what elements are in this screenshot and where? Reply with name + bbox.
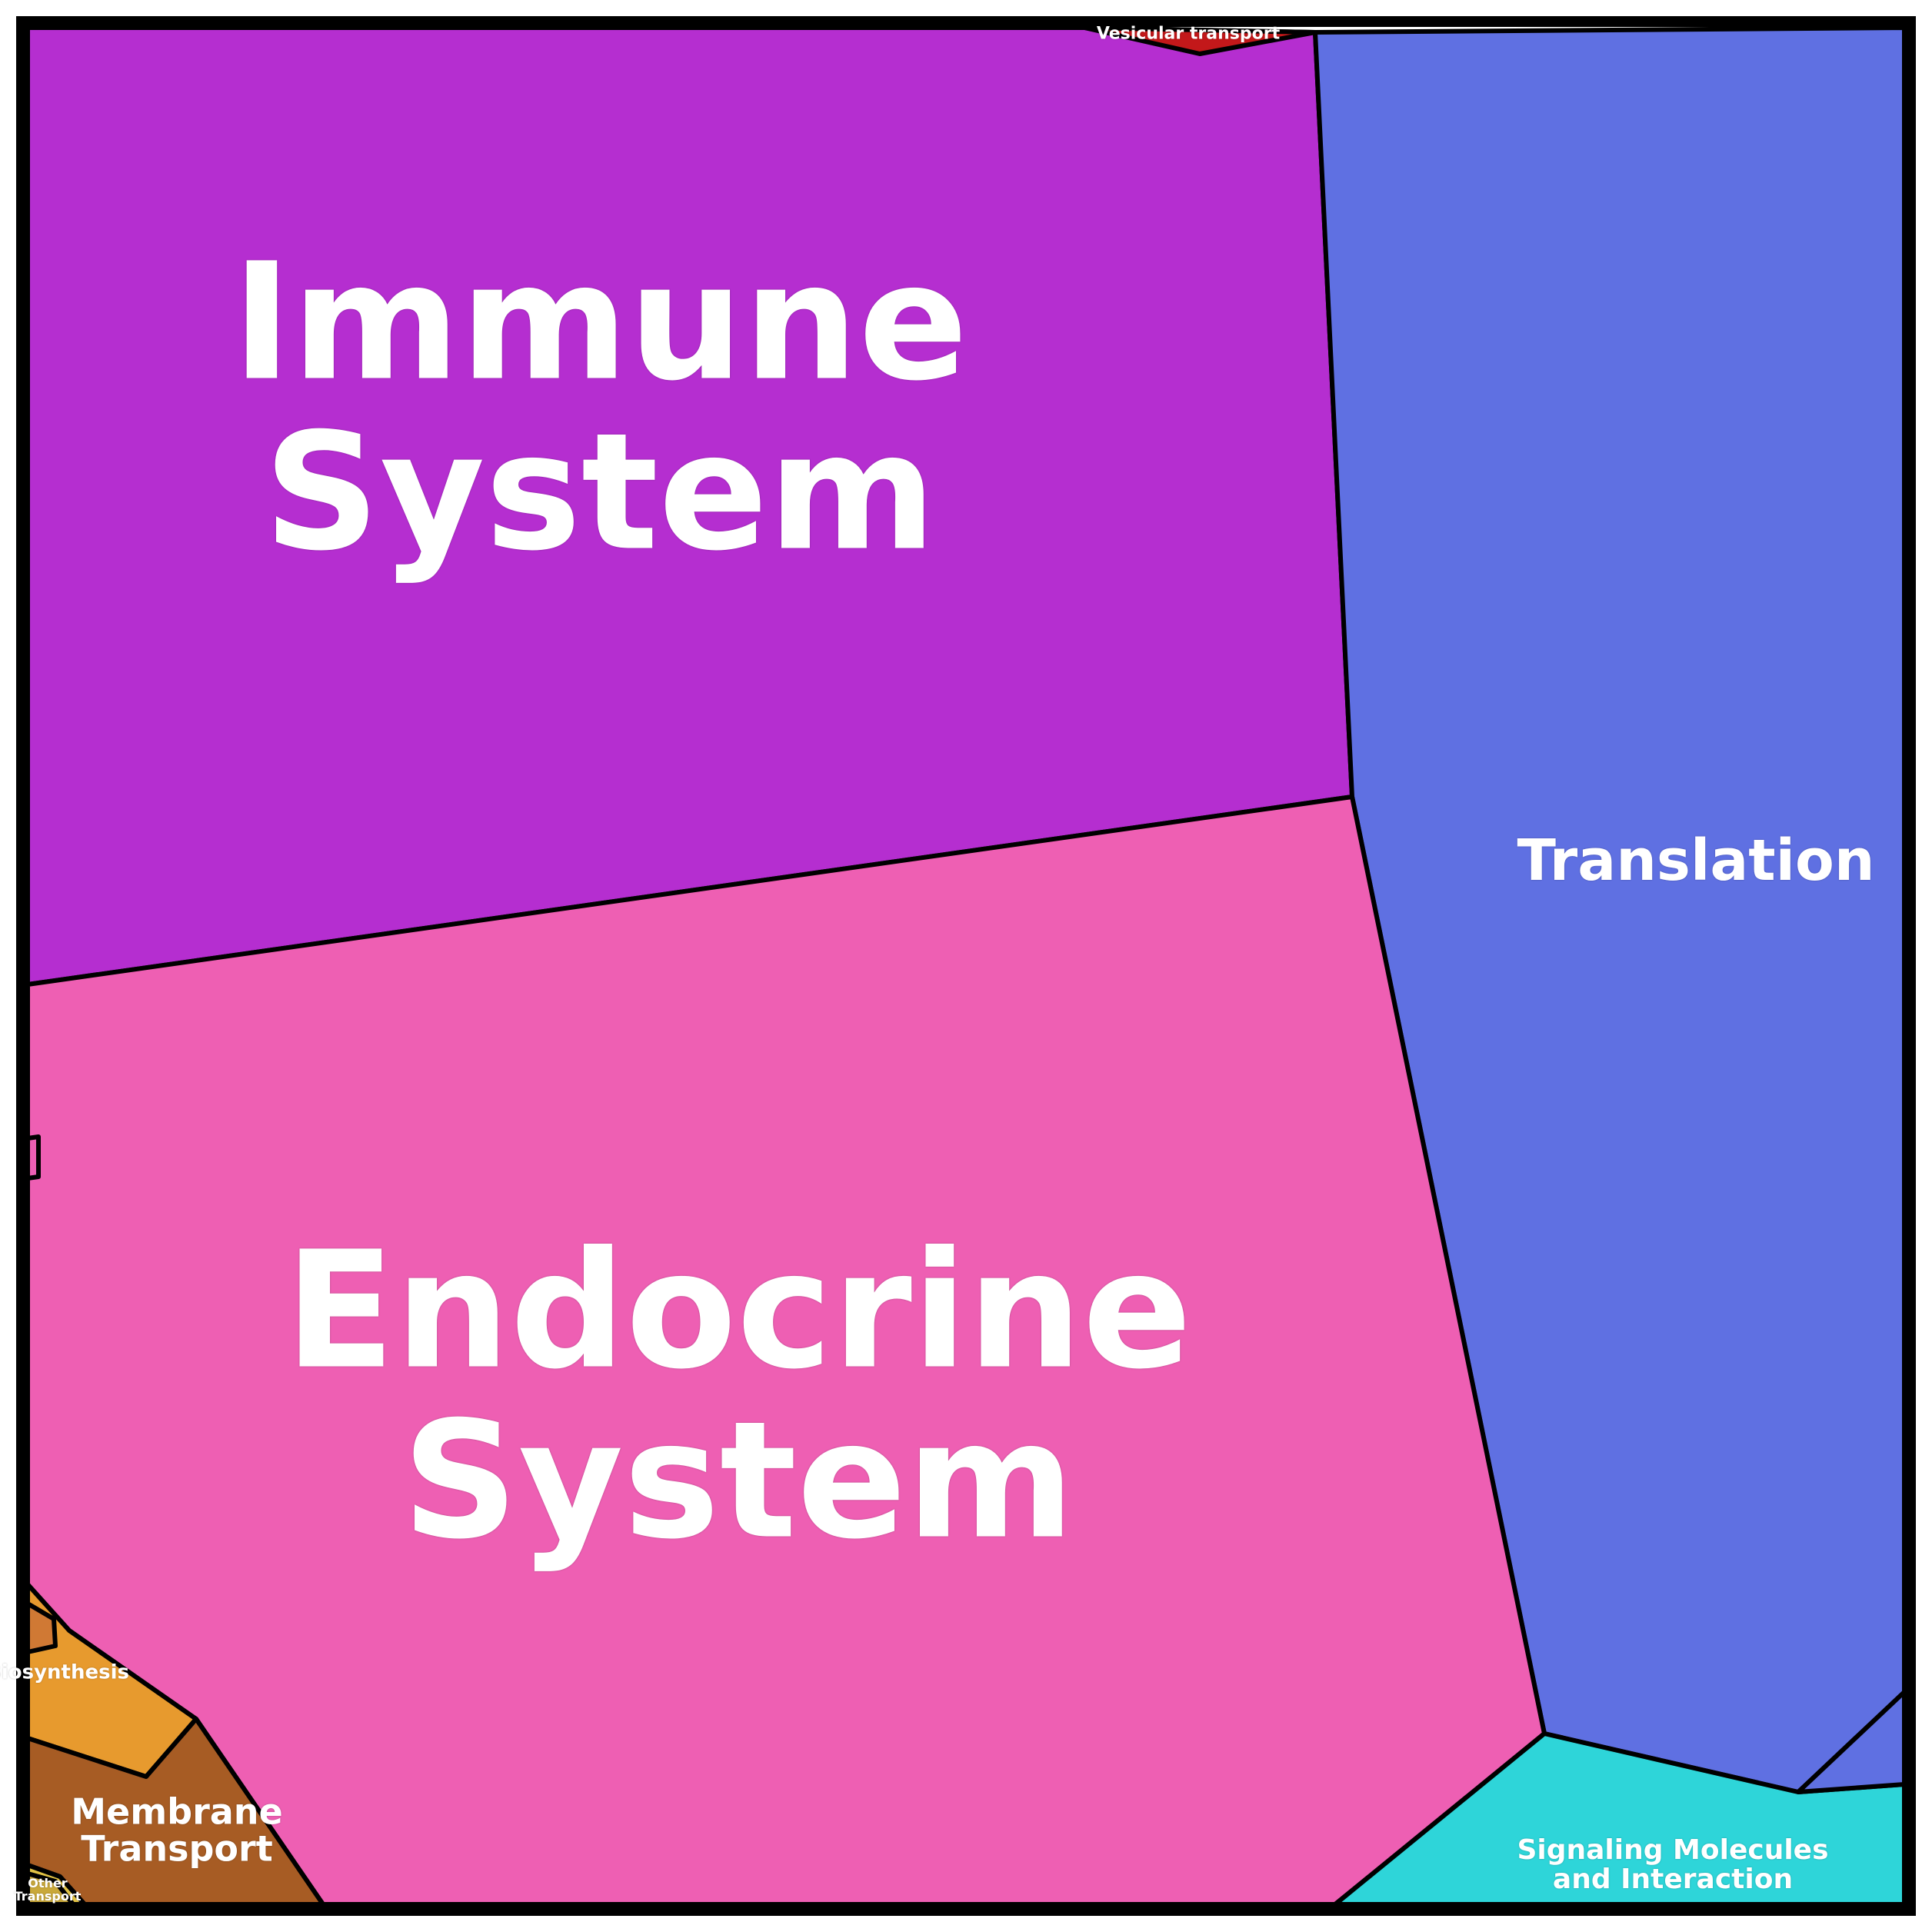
voronoi-treemap-container: Immune SystemVesicular transportTranslat… (0, 0, 1932, 1932)
cell-left-sliver-1 (28, 1137, 38, 1178)
cell-endocrine-system (28, 797, 1544, 1904)
voronoi-svg (0, 0, 1932, 1932)
